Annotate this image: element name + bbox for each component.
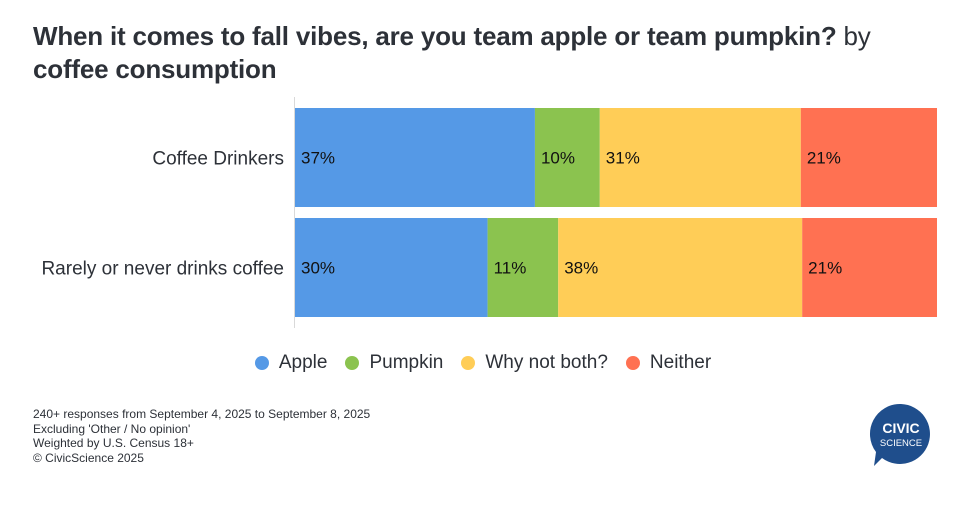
legend-label: Apple <box>278 352 328 373</box>
legend-item: Pumpkin <box>345 352 443 374</box>
bar-data-label: 38% <box>564 259 598 278</box>
chart-title: When it comes to fall vibes, are you tea… <box>33 20 933 86</box>
bar-data-label: 11% <box>494 259 527 278</box>
title-by: by <box>836 21 871 51</box>
legend-label: Neither <box>649 352 712 373</box>
chart-legend: Apple Pumpkin Why not both? Neither <box>0 352 966 374</box>
chart-plot: 37% 10% 31% 21% Coffee Drinkers 30% 11% 38% 21% R… <box>41 97 937 328</box>
legend-swatch <box>254 356 269 370</box>
bar-segment <box>534 108 600 207</box>
bar-segment <box>295 218 488 317</box>
bar-data-label: 30% <box>301 259 335 278</box>
legend-swatch <box>461 356 476 370</box>
bar-data-label: 37% <box>301 149 335 168</box>
bar-data-label: 10% <box>541 149 575 168</box>
bar-segment <box>487 218 559 317</box>
bar-data-label: 21% <box>808 259 842 278</box>
bar-segment <box>558 218 803 317</box>
bar-segment <box>800 108 937 207</box>
category-label: Rarely or never drinks coffee <box>41 259 284 280</box>
legend-label: Pumpkin <box>369 352 444 373</box>
logo-text-science: SCIENCE <box>880 438 922 449</box>
bar-segment <box>295 108 535 207</box>
footnote-weighting: Weighted by U.S. Census 18+ <box>33 436 194 450</box>
logo-text-civic: CIVIC <box>882 420 919 436</box>
footnote-copyright: © CivicScience 2025 <box>33 450 144 465</box>
legend-item: Why not both? <box>461 352 608 374</box>
footnote-exclusion: Excluding 'Other / No opinion' <box>33 421 191 436</box>
legend-item: Apple <box>254 352 328 374</box>
footnotes: 240+ responses from September 4, 2025 to… <box>33 407 370 465</box>
bar-segment <box>599 108 801 207</box>
legend-swatch <box>345 356 360 370</box>
footnote-responses: 240+ responses from September 4, 2025 to… <box>33 407 371 421</box>
bar-segment <box>802 218 937 317</box>
bar-data-label: 31% <box>606 149 640 168</box>
legend-label: Why not both? <box>485 352 608 373</box>
bar-data-label: 21% <box>807 149 841 168</box>
legend-swatch <box>625 356 640 370</box>
legend-item: Neither <box>625 352 712 374</box>
category-label: Coffee Drinkers <box>152 149 284 170</box>
title-main: When it comes to fall vibes, are you tea… <box>33 21 837 51</box>
civicscience-logo: CIVIC SCIENCE <box>869 403 930 466</box>
title-line2: coffee consumption <box>33 54 277 84</box>
